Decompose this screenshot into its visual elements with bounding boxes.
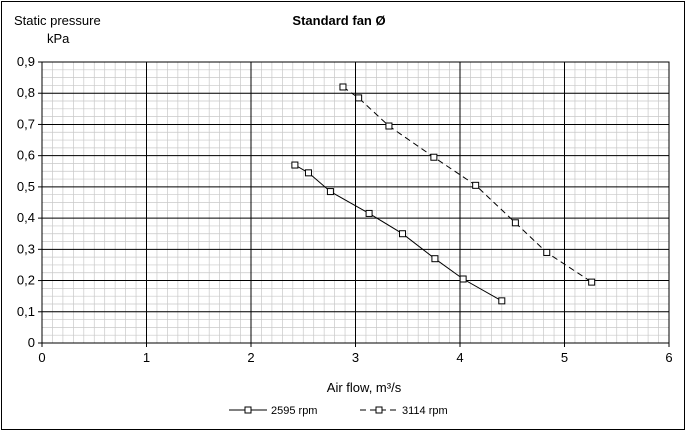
legend-marker-3114: [375, 406, 383, 414]
data-point: [543, 248, 551, 256]
x-tick-label: 3: [352, 350, 359, 365]
x-tick-labels: 0 1 2 3 4 5 6: [38, 343, 673, 365]
legend-label-2595: 2595 rpm: [271, 405, 317, 417]
x-tick-label: 0: [38, 350, 45, 365]
data-point: [326, 188, 334, 196]
y-tick-labels: 0 0,1 0,2 0,3 0,4 0,5 0,6 0,7 0,8 0,9: [17, 54, 42, 350]
x-tick-label: 2: [247, 350, 254, 365]
y-tick-label: 0,1: [17, 304, 35, 319]
legend: 2595 rpm 3114 rpm: [229, 405, 448, 417]
data-point: [291, 161, 299, 169]
legend-label-3114: 3114 rpm: [402, 405, 448, 417]
data-point: [430, 153, 438, 161]
data-point: [511, 219, 519, 227]
data-point: [365, 209, 373, 217]
data-point: [355, 94, 363, 102]
y-tick-label: 0,4: [17, 210, 35, 225]
y-tick-label: 0,8: [17, 85, 35, 100]
x-tick-label: 4: [456, 350, 463, 365]
legend-marker-2595: [244, 406, 252, 414]
data-point: [385, 122, 393, 130]
y-axis-label-line1: Static pressure: [14, 13, 101, 28]
series-2: [339, 83, 596, 286]
data-point: [472, 181, 480, 189]
legend-item-3114: 3114 rpm: [360, 405, 448, 417]
y-axis-label-line2: kPa: [47, 31, 70, 46]
series-line: [342, 86, 592, 283]
y-tick-label: 0,7: [17, 116, 35, 131]
data-point: [399, 230, 407, 238]
data-point: [498, 297, 506, 305]
series-line: [294, 164, 503, 302]
x-axis-label: Air flow, m³/s: [327, 380, 402, 395]
data-point: [339, 83, 347, 91]
y-tick-label: 0,2: [17, 273, 35, 288]
series-1: [291, 161, 506, 305]
grid-major: [42, 62, 669, 343]
x-tick-label: 1: [143, 350, 150, 365]
y-tick-label: 0,9: [17, 54, 35, 69]
y-tick-label: 0: [28, 335, 35, 350]
data-point: [304, 169, 312, 177]
data-point: [588, 278, 596, 286]
x-tick-label: 5: [561, 350, 568, 365]
data-point: [459, 275, 467, 283]
legend-item-2595: 2595 rpm: [229, 405, 317, 417]
y-tick-label: 0,3: [17, 241, 35, 256]
y-tick-label: 0,6: [17, 148, 35, 163]
x-tick-label: 6: [665, 350, 672, 365]
y-tick-label: 0,5: [17, 179, 35, 194]
chart-title: Standard fan Ø: [292, 13, 385, 28]
data-point: [431, 255, 439, 263]
series-layer: [291, 83, 596, 305]
